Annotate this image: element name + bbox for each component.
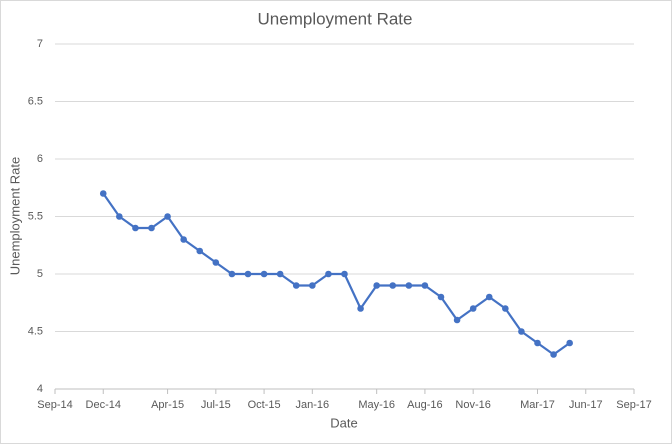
y-axis-title: Unemployment Rate: [7, 157, 22, 276]
x-tick-label: Apr-15: [151, 399, 184, 411]
data-point: [550, 351, 557, 358]
data-point: [421, 282, 429, 289]
y-tick-label: 5.5: [28, 210, 43, 222]
data-point: [309, 282, 316, 289]
data-point: [148, 224, 155, 232]
data-point: [164, 213, 171, 220]
x-tick-label: Jul-15: [201, 399, 231, 411]
data-point: [485, 293, 493, 301]
data-point: [566, 339, 573, 347]
x-tick-label: May-16: [358, 399, 395, 411]
data-point: [212, 259, 220, 266]
x-tick-label: Oct-15: [248, 399, 281, 411]
data-point: [341, 270, 348, 278]
data-point: [389, 282, 397, 289]
data-point: [116, 213, 123, 220]
data-point: [99, 190, 107, 197]
data-point: [228, 270, 236, 278]
y-tick-label: 7: [37, 38, 43, 50]
chart-title: Unemployment Rate: [258, 9, 413, 28]
data-point: [132, 224, 139, 232]
data-point: [437, 293, 445, 301]
data-point: [518, 328, 525, 335]
y-tick-label: 5: [37, 268, 43, 280]
y-tick-label: 4.5: [28, 325, 43, 337]
data-point: [276, 270, 284, 278]
data-point: [453, 316, 461, 324]
data-point: [325, 270, 332, 278]
data-point: [502, 305, 509, 312]
data-point: [244, 270, 252, 278]
data-point: [260, 270, 268, 278]
data-point: [292, 282, 300, 289]
x-axis-title: Date: [330, 415, 357, 430]
x-tick-label: Mar-17: [520, 399, 555, 411]
x-tick-label: Aug-16: [407, 399, 442, 411]
data-point: [534, 339, 541, 347]
y-tick-label: 6.5: [28, 95, 43, 107]
x-tick-label: Sep-17: [616, 399, 651, 411]
x-tick-label: Nov-16: [455, 399, 490, 411]
data-point: [373, 282, 380, 289]
x-tick-label: Jun-17: [569, 399, 603, 411]
data-point: [469, 305, 477, 312]
data-point: [196, 247, 204, 255]
y-tick-label: 6: [37, 153, 43, 165]
x-tick-label: Jan-16: [296, 399, 330, 411]
x-tick-label: Sep-14: [37, 399, 72, 411]
x-tick-label: Dec-14: [86, 399, 121, 411]
data-point: [357, 305, 364, 312]
data-point: [180, 236, 187, 243]
y-tick-label: 4: [37, 383, 43, 395]
data-point: [405, 282, 413, 289]
